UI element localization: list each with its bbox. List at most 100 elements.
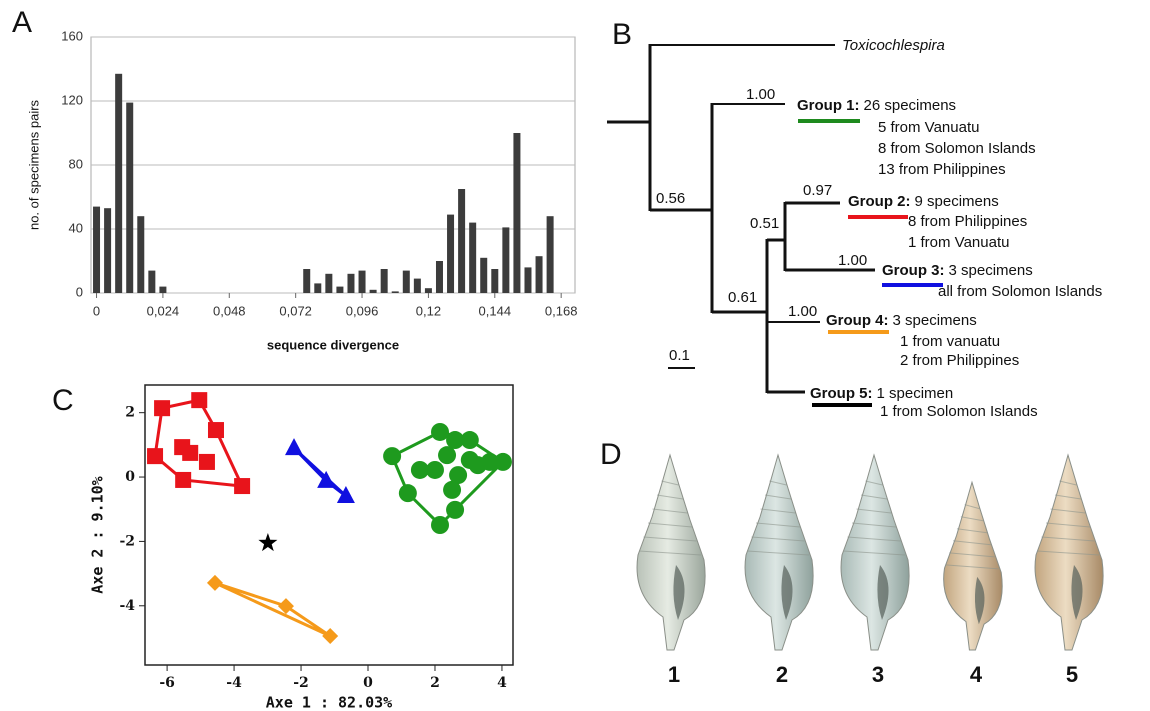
bar [159,286,167,293]
shell-aperture [781,565,793,620]
y-tick-label: 80 [69,156,83,171]
bar [104,208,112,293]
point [258,533,278,552]
shell-rib [1050,508,1086,514]
bar [93,206,101,293]
y-tick-label: 40 [69,220,83,235]
point [398,484,417,503]
x-axis-label: Axe 1 : 82.03% [266,694,392,711]
shell-rib [755,522,801,528]
point [431,516,450,534]
bar [469,222,477,293]
bar [502,227,510,293]
group-label: Group 1: [797,97,860,114]
point [336,486,355,504]
panel-letter: C [52,384,74,417]
group-detail: 5 from Vanuatu [878,119,979,136]
shell-rib [865,480,883,486]
group-label: Group 5: [810,385,873,402]
bar [358,270,366,293]
bar [524,267,532,293]
point [285,438,304,456]
shell-number: 2 [776,662,788,687]
shell-rib [643,536,697,542]
bar [424,288,432,293]
shell-number: 5 [1066,662,1078,687]
shell-rib [851,522,897,528]
point [191,392,208,409]
bar [391,291,399,293]
shell [636,453,706,651]
group-detail: 2 from Philippines [900,352,1019,369]
group-label: Group 4: [826,312,889,329]
bar [513,133,521,293]
group-heading: Group 2: 9 specimens [848,193,999,210]
shell-number: 1 [668,662,680,687]
point [446,500,465,519]
shell-rib [1045,522,1091,528]
shell-rib [1054,494,1082,500]
bar [336,286,344,293]
shell-rib [1059,480,1077,486]
x-tick-label: 0,096 [346,303,379,318]
point [206,574,223,591]
point [443,480,462,499]
y-tick-label: 2 [125,405,135,421]
x-tick-label: 0,024 [147,303,180,318]
shell [744,453,814,651]
support-value: 0.56 [656,190,685,207]
shell-rib [661,480,679,486]
y-tick-label: -4 [119,598,135,614]
shell-rib [769,480,787,486]
bar [314,283,322,293]
support-value: 1.00 [746,86,775,103]
point [182,444,199,461]
shell-rib [847,536,901,542]
bar [115,73,123,293]
x-tick-label: 0,144 [479,303,512,318]
point [147,448,164,465]
shell-rib [856,508,892,514]
bar [380,269,388,293]
x-tick-label: 0 [363,675,373,691]
shell-rib [1041,536,1095,542]
panel-letter: D [600,438,622,471]
bar [369,289,377,293]
bar [148,270,156,293]
point [277,598,294,615]
bar [480,257,488,293]
shell-rib [960,516,984,522]
point [154,400,171,417]
point [175,471,192,488]
x-tick-label: 4 [497,675,507,691]
shell-rib [638,550,702,556]
point [383,447,402,466]
tree: Toxicochlespira 0.1 1.00 0.56 0.97 0.51 … [607,37,1102,420]
shell [1034,453,1104,651]
group-heading: Group 3: 3 specimens [882,262,1033,279]
group-detail: 13 from Philippines [878,161,1006,178]
shell-rib [746,550,810,556]
point [460,431,479,450]
point [207,422,224,439]
x-tick-label: 0 [93,303,100,318]
group-heading: Group 4: 3 specimens [826,312,977,329]
group-label: Group 2: [848,193,911,210]
group-detail: all from Solomon Islands [938,283,1102,300]
group-detail: 1 from Vanuatu [908,234,1009,251]
group-heading: Group 5: 1 specimen [810,385,953,402]
group-detail: 1 from Solomon Islands [880,403,1038,420]
group-label: Group 3: [882,262,945,279]
support-value: 0.51 [750,215,779,232]
point [449,466,468,485]
point [431,422,450,441]
shell-rib [953,540,991,546]
group-summary: 3 specimens [893,312,977,329]
point [234,478,251,495]
shell-rib [652,508,688,514]
bar [402,270,410,293]
y-tick-label: 0 [76,284,83,299]
group-summary: 9 specimens [915,193,999,210]
bar [546,216,554,293]
